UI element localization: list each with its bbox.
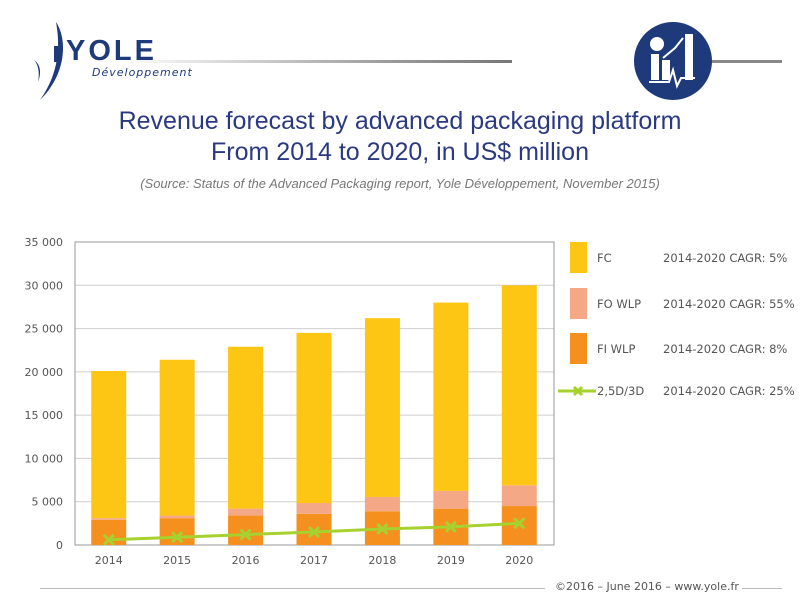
footer-copyright: ©2016 – June 2016 – www.yole.fr: [555, 580, 739, 593]
x-tick-label: 2019: [437, 554, 465, 567]
legend-cagr: 2014-2020 CAGR: 8%: [663, 342, 787, 356]
y-tick-label: 30 000: [25, 279, 64, 292]
y-tick-label: 10 000: [25, 452, 64, 465]
logo-swoosh-icon: [34, 22, 64, 100]
line-marker-2016: [239, 528, 252, 541]
legend-cagr: 2014-2020 CAGR: 25%: [663, 384, 795, 398]
line-marker-2020: [513, 517, 526, 530]
bar-fi-wlp-2017: [296, 513, 332, 545]
bar-fo-wlp-2016: [228, 508, 264, 516]
header-rule: [700, 60, 782, 63]
bar-fc-2014: [91, 370, 127, 519]
legend-swatch: [570, 242, 587, 273]
y-tick-label: 20 000: [25, 366, 64, 379]
y-tick-label: 0: [56, 539, 63, 552]
bar-fc-2019: [433, 302, 469, 491]
chart-growth-icon: [634, 22, 712, 100]
x-tick-label: 2020: [505, 554, 533, 567]
line-marker-2014: [102, 533, 115, 546]
logo-subtitle: Développement: [92, 66, 193, 79]
bar-fo-wlp-2017: [296, 503, 332, 514]
bar-fo-wlp-2019: [433, 490, 469, 509]
x-tick-label: 2018: [368, 554, 396, 567]
bar-fc-2020: [501, 285, 537, 486]
header-rule: [122, 60, 512, 63]
bar-fc-2018: [364, 318, 400, 497]
line-marker-2018: [376, 522, 389, 536]
bar-fo-wlp-2020: [501, 485, 537, 507]
chart-title-line2: From 2014 to 2020, in US$ million: [211, 138, 589, 166]
chart-title-line1: Revenue forecast by advanced packaging p…: [118, 107, 682, 135]
x-tick-label: 2014: [95, 554, 123, 567]
line-marker-2019: [444, 520, 457, 533]
x-tick-label: 2016: [232, 554, 260, 567]
y-tick-label: 25 000: [25, 323, 64, 336]
line-marker-2017: [307, 525, 321, 539]
bar-fo-wlp-2014: [91, 518, 127, 520]
bar-fi-wlp-2020: [501, 506, 537, 545]
x-tick-label: 2017: [300, 554, 328, 567]
y-tick-label: 15 000: [25, 409, 64, 422]
legend-label: 2,5D/3D: [597, 384, 644, 398]
footer-rule: [40, 588, 545, 589]
bar-fc-2016: [228, 346, 264, 509]
bar-fc-2015: [159, 359, 195, 516]
legend-cagr: 2014-2020 CAGR: 55%: [663, 297, 795, 311]
legend-marker: [572, 385, 584, 397]
y-tick-label: 35 000: [25, 236, 64, 249]
legend-swatch: [570, 333, 587, 364]
x-tick-label: 2015: [163, 554, 191, 567]
footer-rule: [742, 588, 782, 589]
bar-fi-wlp-2016: [228, 515, 264, 545]
legend-swatch: [570, 288, 587, 319]
legend-label: FC: [597, 251, 612, 265]
bar-fc-2017: [296, 332, 332, 504]
chart-source: (Source: Status of the Advanced Packagin…: [140, 176, 660, 191]
bar-fo-wlp-2015: [159, 515, 195, 519]
legend-cagr: 2014-2020 CAGR: 5%: [663, 251, 787, 265]
legend-label: FO WLP: [597, 297, 641, 311]
bar-fo-wlp-2018: [364, 496, 400, 512]
line-marker-2015: [171, 531, 184, 544]
logo-wordmark: YOLE: [66, 35, 157, 67]
y-tick-label: 5 000: [32, 496, 64, 509]
bar-fi-wlp-2015: [159, 518, 195, 545]
legend-label: FI WLP: [597, 342, 635, 356]
